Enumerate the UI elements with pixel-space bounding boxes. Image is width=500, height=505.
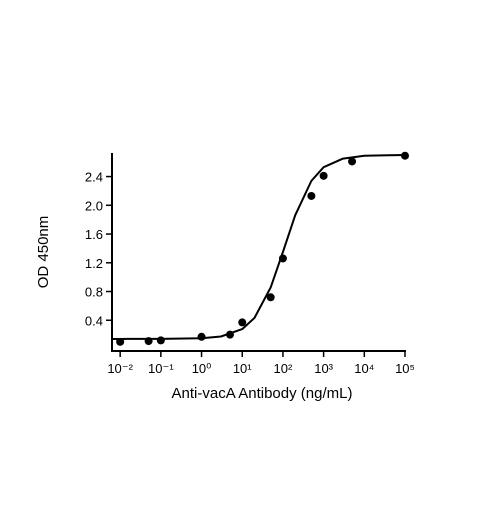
x-tick-label: 10¹ bbox=[233, 361, 252, 376]
x-tick-label: 10⁰ bbox=[192, 361, 212, 376]
y-axis-label: OD 450nm bbox=[35, 216, 52, 289]
x-tick-label: 10² bbox=[274, 361, 293, 376]
y-tick-label: 0.8 bbox=[85, 285, 103, 300]
x-tick-label: 10⁻² bbox=[107, 361, 133, 376]
y-tick-label: 1.2 bbox=[85, 256, 103, 271]
x-axis-label: Anti-vacA Antibody (ng/mL) bbox=[172, 385, 353, 402]
fit-curve bbox=[112, 154, 406, 340]
y-tick-label: 1.6 bbox=[85, 227, 103, 242]
data-point bbox=[156, 336, 165, 345]
x-tick-label: 10⁴ bbox=[354, 361, 374, 376]
data-point bbox=[266, 293, 275, 302]
data-point bbox=[197, 332, 206, 341]
data-point bbox=[307, 191, 316, 200]
x-tick-label: 10⁵ bbox=[395, 361, 415, 376]
data-point bbox=[348, 157, 357, 166]
y-tick-label: 0.4 bbox=[85, 313, 103, 328]
data-point bbox=[319, 171, 328, 180]
data-point bbox=[238, 318, 247, 327]
y-tick-label: 2.4 bbox=[85, 170, 103, 185]
x-tick-label: 10⁻¹ bbox=[148, 361, 174, 376]
x-tick-label: 10³ bbox=[314, 361, 333, 376]
y-tick-label: 2.0 bbox=[85, 198, 103, 213]
